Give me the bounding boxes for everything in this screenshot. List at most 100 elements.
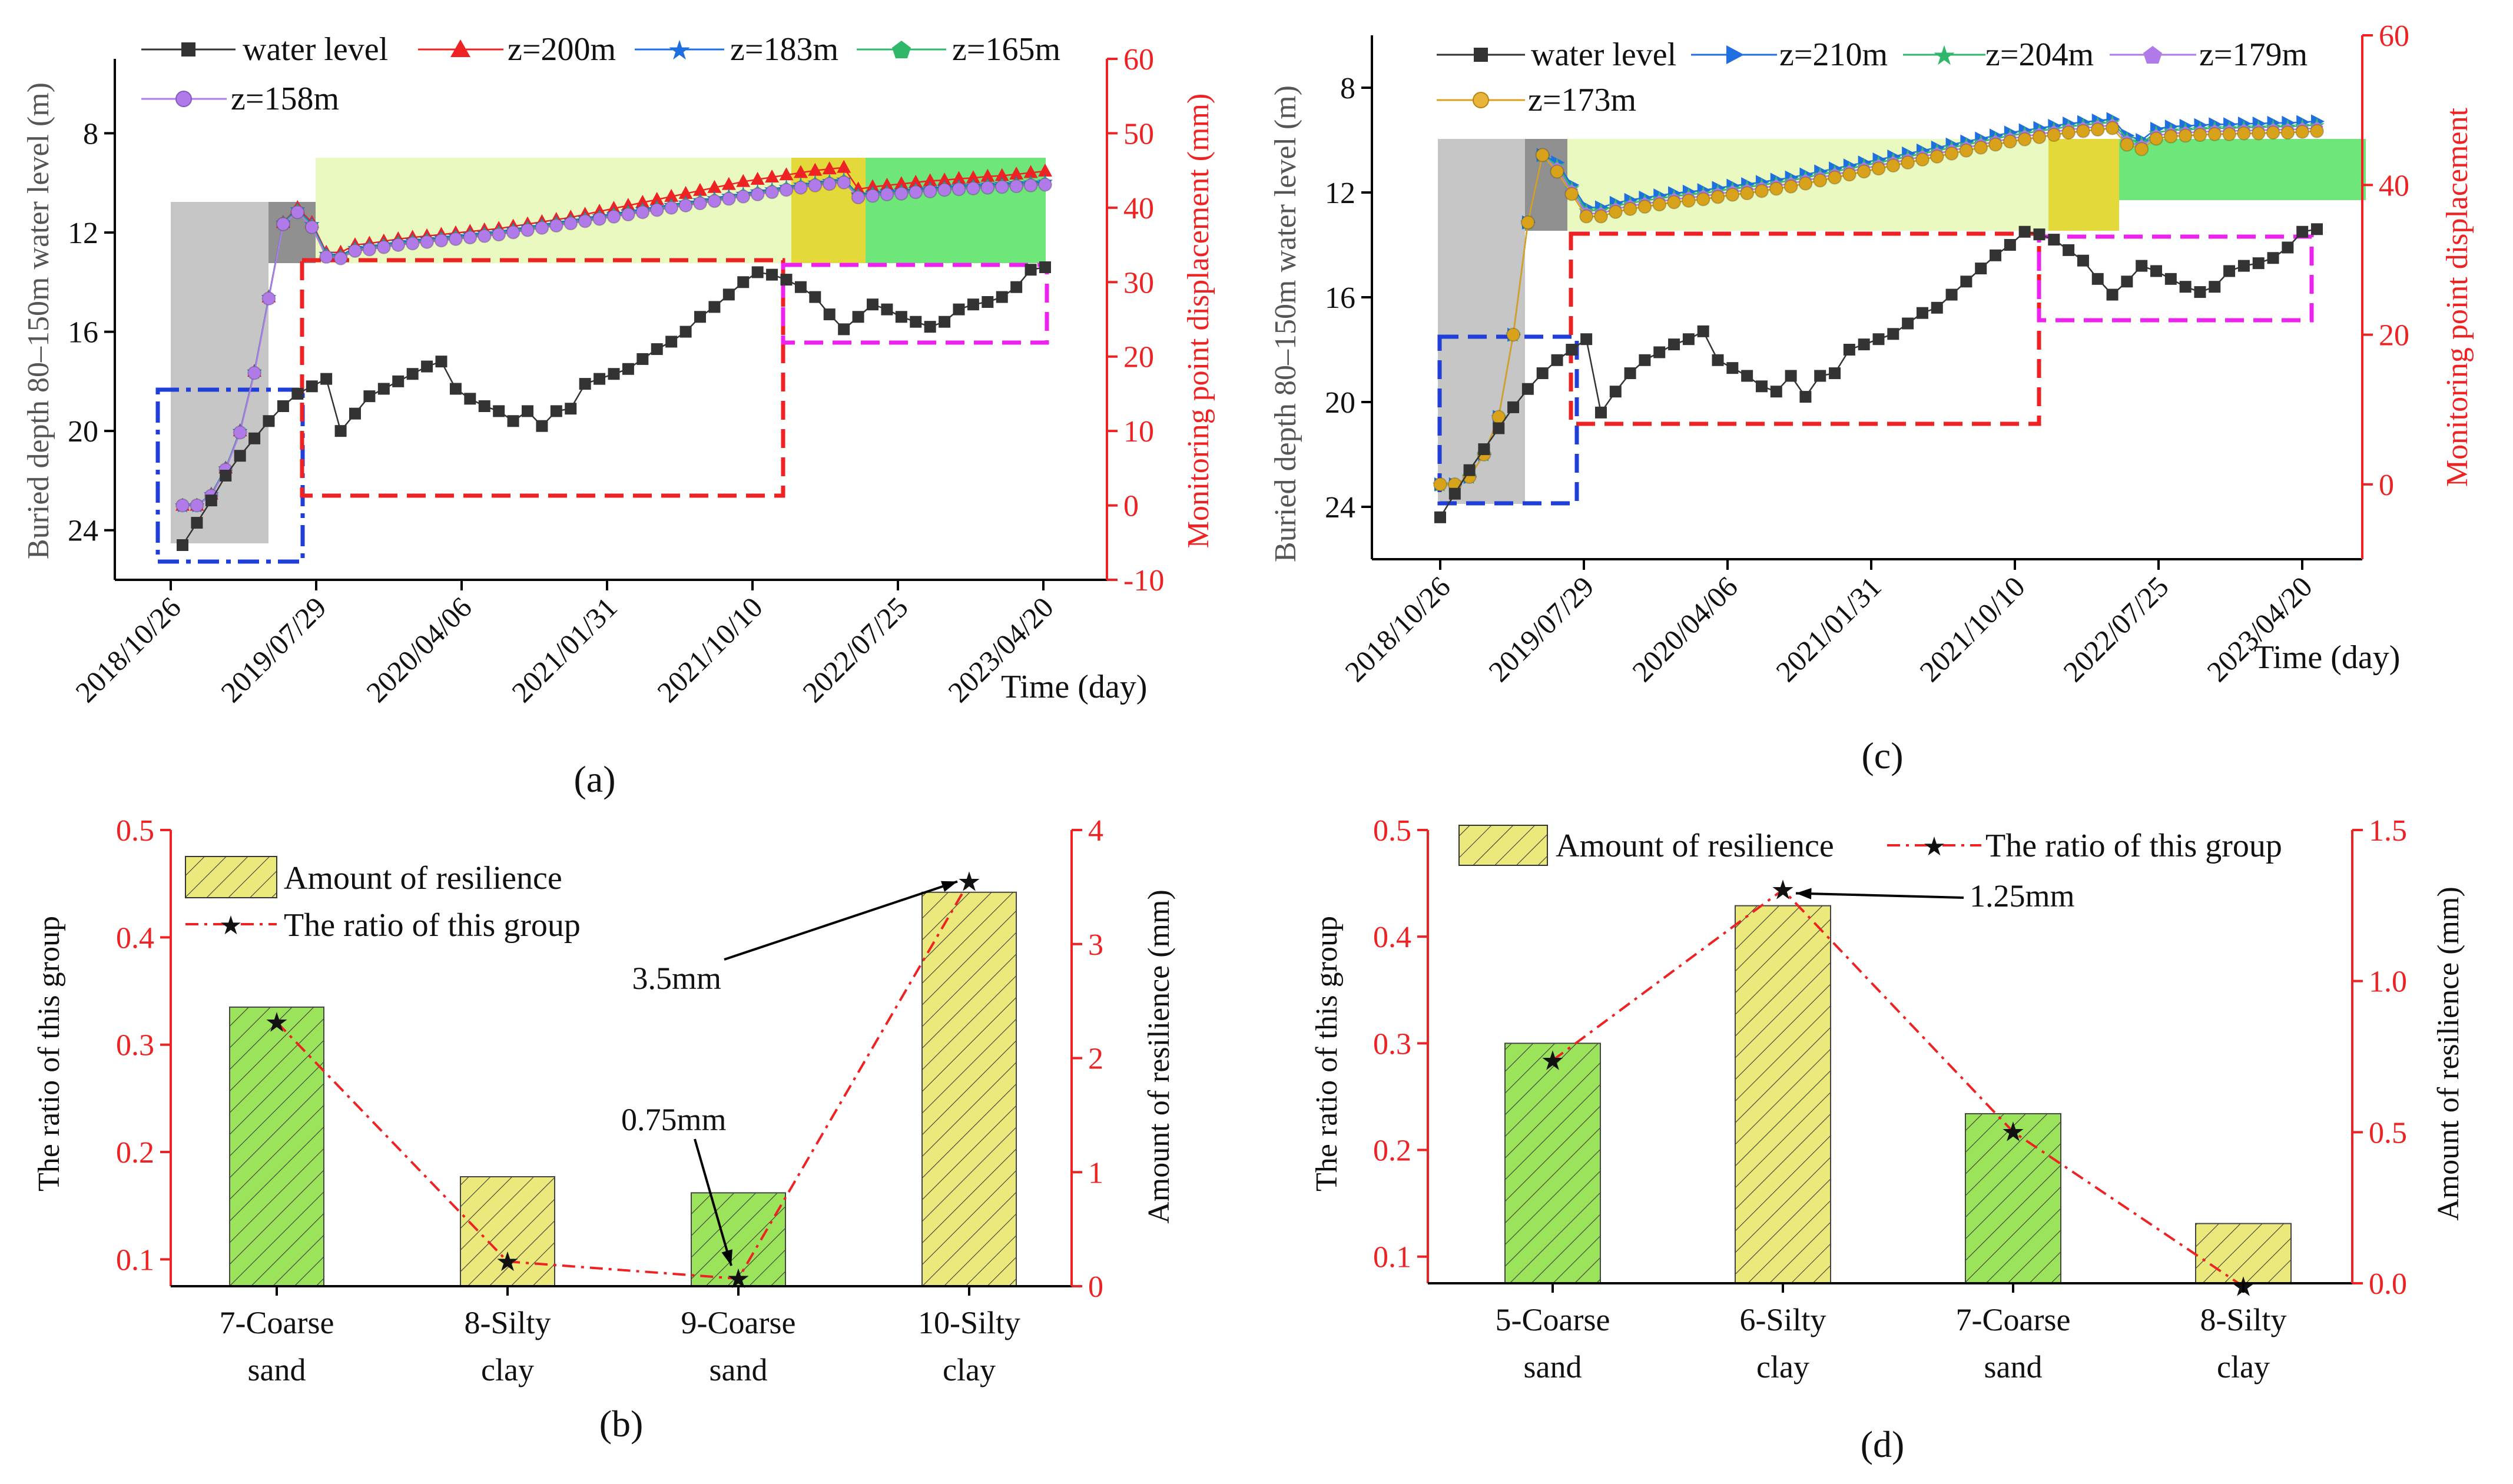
zone-gray-c: [1438, 139, 1525, 504]
point-water-level: [320, 373, 333, 385]
point-water-level: [1448, 487, 1461, 500]
point-water-level: [1843, 344, 1855, 356]
point-z=173m: [2134, 142, 2149, 157]
point-z=158m: [333, 251, 348, 265]
point-z=173m: [1608, 205, 1623, 220]
point-water-level: [421, 360, 433, 373]
point-z=158m: [348, 244, 362, 258]
bar-hatch: [691, 1192, 786, 1287]
tick-label-right: 40: [2379, 169, 2409, 202]
legend-label-ratio-b: The ratio of this group: [284, 907, 581, 944]
point-water-level: [177, 539, 188, 551]
legend-label-z173: z=173m: [1528, 82, 1636, 118]
point-water-level: [435, 356, 447, 368]
point-z=158m: [837, 175, 851, 190]
tick-label-left: 0.2: [116, 1136, 154, 1170]
point-water-level: [349, 407, 361, 420]
point-z=173m: [1520, 215, 1535, 230]
category-label: 5-Coarse: [1496, 1302, 1610, 1337]
legend-entry-z158: z=158m: [141, 81, 339, 117]
point-z=158m: [391, 238, 406, 253]
point-water-level: [1536, 367, 1549, 380]
point-water-level: [306, 380, 318, 393]
tick-label-left: 0.4: [116, 921, 154, 955]
axis-title-left-c: Buried depth 80–150m water level (m): [1269, 85, 1302, 562]
point-z=200m: [621, 198, 635, 211]
point-z=200m: [678, 185, 693, 199]
category-label: clay: [1756, 1349, 1809, 1385]
point-water-level: [1010, 281, 1023, 293]
point-z=158m: [621, 207, 635, 222]
svg-text:★: ★: [1932, 41, 1956, 71]
point-water-level: [1697, 325, 1709, 337]
svg-text:★: ★: [219, 911, 242, 940]
point-water-level: [679, 326, 692, 338]
point-z=173m: [2105, 121, 2120, 135]
point-z=158m: [909, 185, 923, 200]
point-z=200m: [765, 170, 780, 183]
point-water-level: [1902, 317, 1914, 330]
point-z=158m: [233, 425, 247, 440]
point-z=173m: [2310, 124, 2324, 138]
point-water-level: [1858, 338, 1870, 351]
point-water-level: [2063, 244, 2075, 256]
point-z=173m: [1433, 477, 1447, 492]
point-z=158m: [765, 185, 780, 200]
tick-label-right: 0.5: [2369, 1116, 2407, 1150]
point-water-level: [594, 373, 606, 385]
category-label: 10-Silty: [918, 1305, 1020, 1340]
point-z=158m: [535, 220, 549, 235]
point-z=200m: [880, 177, 894, 191]
point-z=173m: [1637, 200, 1652, 214]
point-water-level: [910, 316, 922, 328]
point-water-level: [2311, 223, 2323, 235]
panel-c: ★★★★★★★★★★★★★★★★★★★★★★★★★★★★★★★★★★★★★★★★…: [1269, 19, 2474, 776]
tick-label-date: 2018/10/26: [69, 590, 187, 709]
point-water-level: [507, 415, 519, 427]
point-z=200m: [909, 174, 923, 188]
point-z=200m: [837, 160, 851, 173]
point-water-level: [636, 353, 649, 365]
point-z=173m: [1988, 137, 2003, 152]
point-z=158m: [578, 214, 592, 228]
point-z=158m: [1038, 177, 1052, 192]
point-z=158m: [1023, 178, 1038, 192]
point-z=158m: [880, 187, 894, 202]
legend-entry-z183: ★ z=183m: [635, 31, 838, 68]
point-z=173m: [1579, 209, 1594, 224]
axis-title-time-a: Time (day): [1001, 669, 1147, 705]
point-z=200m: [866, 179, 880, 192]
annotation-arrowhead: [721, 1249, 732, 1266]
panel-d: ★ ★ ★ ★ 1.25mm 0.1 0.2 0.3 0.4 0.5 0.0 0.5 1.0 1.5 5-…: [1310, 814, 2465, 1465]
point-water-level: [1025, 264, 1037, 276]
point-z=173m: [1667, 195, 1682, 210]
panel-label-b: (b): [599, 1403, 644, 1445]
point-z=200m: [721, 177, 736, 190]
point-z=173m: [1710, 190, 1725, 204]
point-water-level: [291, 387, 304, 400]
point-water-level: [263, 415, 275, 427]
point-water-level: [953, 303, 965, 316]
point-water-level: [464, 393, 476, 405]
point-z=200m: [822, 161, 837, 175]
point-z=158m: [866, 188, 880, 203]
zone-brightgreen-c: [2119, 139, 2366, 200]
point-water-level: [1580, 333, 1593, 346]
legend-label-z179: z=179m: [2199, 36, 2308, 73]
tick-label-left: 8: [83, 117, 98, 151]
point-z=200m: [966, 170, 980, 184]
legend-entry-water-c: water level: [1437, 36, 1676, 73]
ratio-point: ★: [1540, 1045, 1564, 1075]
point-water-level: [1712, 354, 1724, 366]
point-z=158m: [693, 196, 707, 211]
point-water-level: [220, 470, 232, 482]
legend-label-z165: z=165m: [952, 31, 1060, 68]
point-z=158m: [635, 205, 650, 220]
point-z=173m: [2222, 127, 2237, 141]
point-z=173m: [2120, 137, 2134, 152]
legend-label-z204: z=204m: [1985, 36, 2094, 73]
point-water-level: [996, 291, 1008, 303]
point-z=173m: [1929, 149, 1944, 164]
point-z=200m: [952, 171, 966, 184]
